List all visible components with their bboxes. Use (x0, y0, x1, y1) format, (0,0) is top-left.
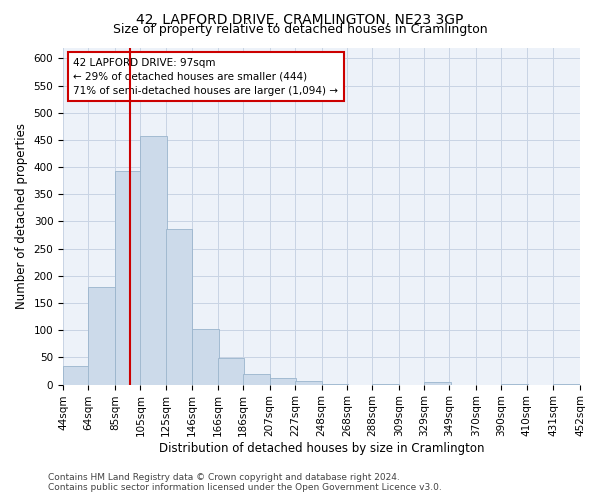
Bar (115, 171, 142, 384)
Bar (424, 382, 451, 384)
Bar (192, 329, 219, 384)
Text: 42, LAPFORD DRIVE, CRAMLINGTON, NE23 3GP: 42, LAPFORD DRIVE, CRAMLINGTON, NE23 3GP (136, 12, 464, 26)
Bar (63, 366, 89, 384)
Bar (269, 378, 296, 384)
Bar (295, 381, 322, 384)
Bar (140, 136, 167, 384)
Bar (166, 228, 192, 384)
Bar (88, 286, 115, 384)
Bar (243, 374, 269, 384)
Text: 42 LAPFORD DRIVE: 97sqm
← 29% of detached houses are smaller (444)
71% of semi-d: 42 LAPFORD DRIVE: 97sqm ← 29% of detache… (73, 58, 338, 96)
Bar (218, 358, 244, 384)
Y-axis label: Number of detached properties: Number of detached properties (15, 123, 28, 309)
X-axis label: Distribution of detached houses by size in Cramlington: Distribution of detached houses by size … (159, 442, 484, 455)
Text: Size of property relative to detached houses in Cramlington: Size of property relative to detached ho… (113, 22, 487, 36)
Text: Contains HM Land Registry data © Crown copyright and database right 2024.
Contai: Contains HM Land Registry data © Crown c… (48, 473, 442, 492)
